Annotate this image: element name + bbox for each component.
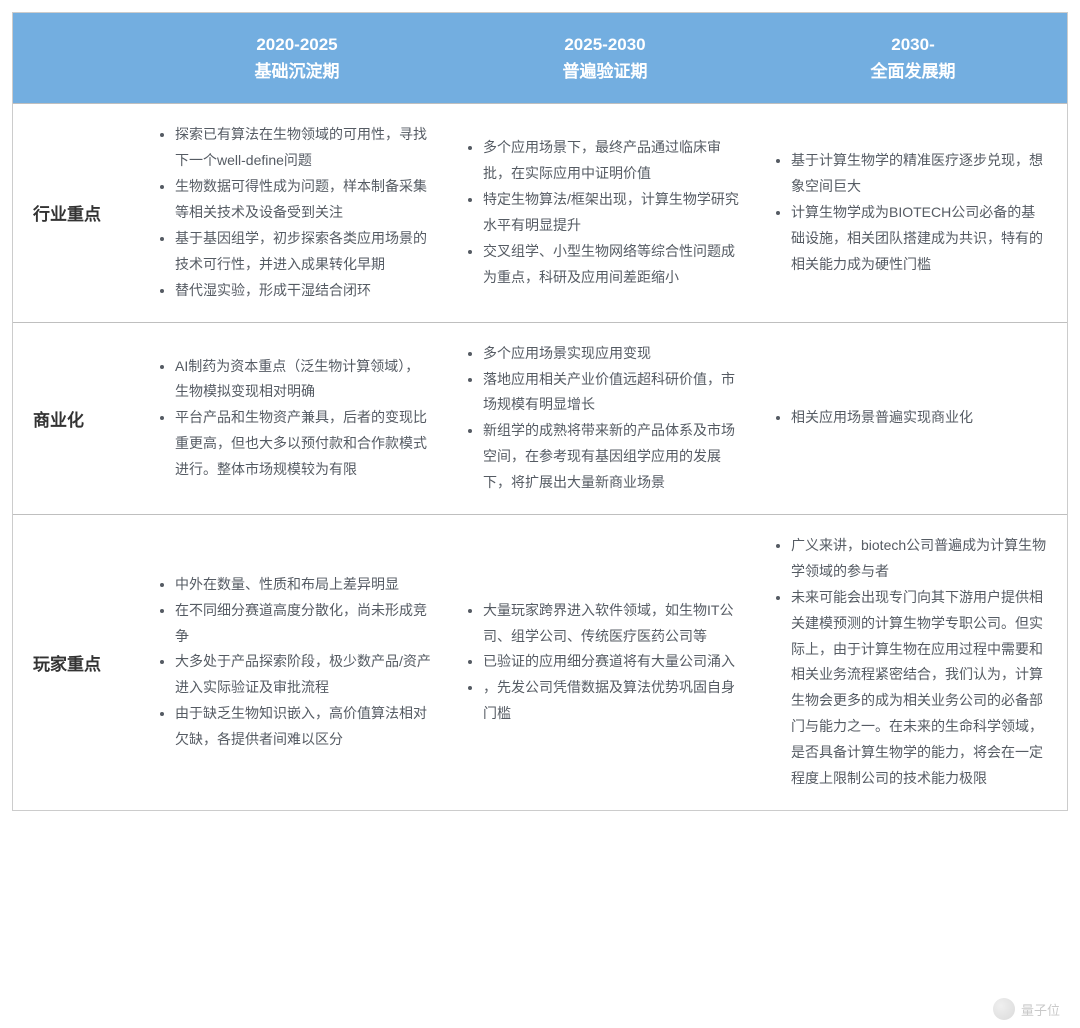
header-phase-3: 2030- 全面发展期: [759, 13, 1067, 104]
watermark: 量子位: [993, 998, 1060, 1020]
list-item: 计算生物学成为BIOTECH公司必备的基础设施，相关团队搭建成为共识，特有的相关…: [791, 200, 1053, 278]
list-item: 大量玩家跨界进入软件领域，如生物IT公司、组学公司、传统医疗医药公司等: [483, 598, 745, 650]
table-cell: 多个应用场景实现应用变现落地应用相关产业价值远超科研价值，市场规模有明显增长新组…: [451, 322, 759, 514]
cell-bullet-list: 大量玩家跨界进入软件领域，如生物IT公司、组学公司、传统医疗医药公司等已验证的应…: [465, 598, 745, 727]
roadmap-table-container: 2020-2025 基础沉淀期 2025-2030 普遍验证期 2030- 全面…: [12, 12, 1068, 811]
cell-bullet-list: 广义来讲，biotech公司普遍成为计算生物学领域的参与者未来可能会出现专门向其…: [773, 533, 1053, 792]
list-item: 新组学的成熟将带来新的产品体系及市场空间，在参考现有基因组学应用的发展下，将扩展…: [483, 418, 745, 496]
header-year-range: 2020-2025: [157, 31, 437, 58]
row-header: 玩家重点: [13, 514, 143, 809]
cell-bullet-list: AI制药为资本重点（泛生物计算领域），生物模拟变现相对明确平台产品和生物资产兼具…: [157, 354, 437, 483]
list-item: 多个应用场景下，最终产品通过临床审批，在实际应用中证明价值: [483, 135, 745, 187]
header-phase-name: 普遍验证期: [465, 58, 745, 85]
list-item: 特定生物算法/框架出现，计算生物学研究水平有明显提升: [483, 187, 745, 239]
list-item: 未来可能会出现专门向其下游用户提供相关建模预测的计算生物学专职公司。但实际上，由…: [791, 585, 1053, 792]
list-item: 替代湿实验，形成干湿结合闭环: [175, 278, 437, 304]
header-year-range: 2030-: [773, 31, 1053, 58]
header-phase-name: 基础沉淀期: [157, 58, 437, 85]
list-item: 广义来讲，biotech公司普遍成为计算生物学领域的参与者: [791, 533, 1053, 585]
table-cell: 大量玩家跨界进入软件领域，如生物IT公司、组学公司、传统医疗医药公司等已验证的应…: [451, 514, 759, 809]
table-cell: AI制药为资本重点（泛生物计算领域），生物模拟变现相对明确平台产品和生物资产兼具…: [143, 322, 451, 514]
header-phase-1: 2020-2025 基础沉淀期: [143, 13, 451, 104]
table-cell: 探索已有算法在生物领域的可用性，寻找下一个well-define问题生物数据可得…: [143, 104, 451, 322]
row-header: 行业重点: [13, 104, 143, 322]
table-row: 玩家重点中外在数量、性质和布局上差异明显在不同细分赛道高度分散化，尚未形成竞争大…: [13, 514, 1067, 809]
cell-bullet-list: 基于计算生物学的精准医疗逐步兑现，想象空间巨大计算生物学成为BIOTECH公司必…: [773, 148, 1053, 277]
header-corner: [13, 13, 143, 104]
watermark-logo-icon: [993, 998, 1015, 1020]
cell-bullet-list: 相关应用场景普遍实现商业化: [773, 405, 1053, 431]
list-item: 大多处于产品探索阶段，极少数产品/资产进入实际验证及审批流程: [175, 649, 437, 701]
list-item: 探索已有算法在生物领域的可用性，寻找下一个well-define问题: [175, 122, 437, 174]
cell-bullet-list: 多个应用场景下，最终产品通过临床审批，在实际应用中证明价值特定生物算法/框架出现…: [465, 135, 745, 290]
list-item: 由于缺乏生物知识嵌入，高价值算法相对欠缺，各提供者间难以区分: [175, 701, 437, 753]
list-item: 基于基因组学，初步探索各类应用场景的技术可行性，并进入成果转化早期: [175, 226, 437, 278]
header-phase-2: 2025-2030 普遍验证期: [451, 13, 759, 104]
list-item: 平台产品和生物资产兼具，后者的变现比重更高，但也大多以预付款和合作款模式进行。整…: [175, 405, 437, 483]
cell-bullet-list: 中外在数量、性质和布局上差异明显在不同细分赛道高度分散化，尚未形成竞争大多处于产…: [157, 572, 437, 753]
header-phase-name: 全面发展期: [773, 58, 1053, 85]
table-body: 行业重点探索已有算法在生物领域的可用性，寻找下一个well-define问题生物…: [13, 104, 1067, 810]
table-cell: 基于计算生物学的精准医疗逐步兑现，想象空间巨大计算生物学成为BIOTECH公司必…: [759, 104, 1067, 322]
cell-bullet-list: 探索已有算法在生物领域的可用性，寻找下一个well-define问题生物数据可得…: [157, 122, 437, 303]
list-item: 基于计算生物学的精准医疗逐步兑现，想象空间巨大: [791, 148, 1053, 200]
list-item: 落地应用相关产业价值远超科研价值，市场规模有明显增长: [483, 367, 745, 419]
row-header: 商业化: [13, 322, 143, 514]
list-item: AI制药为资本重点（泛生物计算领域），生物模拟变现相对明确: [175, 354, 437, 406]
list-item: 生物数据可得性成为问题，样本制备采集等相关技术及设备受到关注: [175, 174, 437, 226]
table-header-row: 2020-2025 基础沉淀期 2025-2030 普遍验证期 2030- 全面…: [13, 13, 1067, 104]
cell-bullet-list: 多个应用场景实现应用变现落地应用相关产业价值远超科研价值，市场规模有明显增长新组…: [465, 341, 745, 496]
roadmap-table: 2020-2025 基础沉淀期 2025-2030 普遍验证期 2030- 全面…: [13, 13, 1067, 810]
table-cell: 广义来讲，biotech公司普遍成为计算生物学领域的参与者未来可能会出现专门向其…: [759, 514, 1067, 809]
watermark-text: 量子位: [1021, 1000, 1060, 1019]
list-item: 交叉组学、小型生物网络等综合性问题成为重点，科研及应用间差距缩小: [483, 239, 745, 291]
table-cell: 中外在数量、性质和布局上差异明显在不同细分赛道高度分散化，尚未形成竞争大多处于产…: [143, 514, 451, 809]
list-item: 中外在数量、性质和布局上差异明显: [175, 572, 437, 598]
table-row: 行业重点探索已有算法在生物领域的可用性，寻找下一个well-define问题生物…: [13, 104, 1067, 322]
list-item: 在不同细分赛道高度分散化，尚未形成竞争: [175, 598, 437, 650]
header-year-range: 2025-2030: [465, 31, 745, 58]
list-item: 相关应用场景普遍实现商业化: [791, 405, 1053, 431]
table-cell: 相关应用场景普遍实现商业化: [759, 322, 1067, 514]
list-item: 已验证的应用细分赛道将有大量公司涌入: [483, 649, 745, 675]
list-item: ，先发公司凭借数据及算法优势巩固自身门槛: [483, 675, 745, 727]
list-item: 多个应用场景实现应用变现: [483, 341, 745, 367]
table-row: 商业化AI制药为资本重点（泛生物计算领域），生物模拟变现相对明确平台产品和生物资…: [13, 322, 1067, 514]
table-cell: 多个应用场景下，最终产品通过临床审批，在实际应用中证明价值特定生物算法/框架出现…: [451, 104, 759, 322]
